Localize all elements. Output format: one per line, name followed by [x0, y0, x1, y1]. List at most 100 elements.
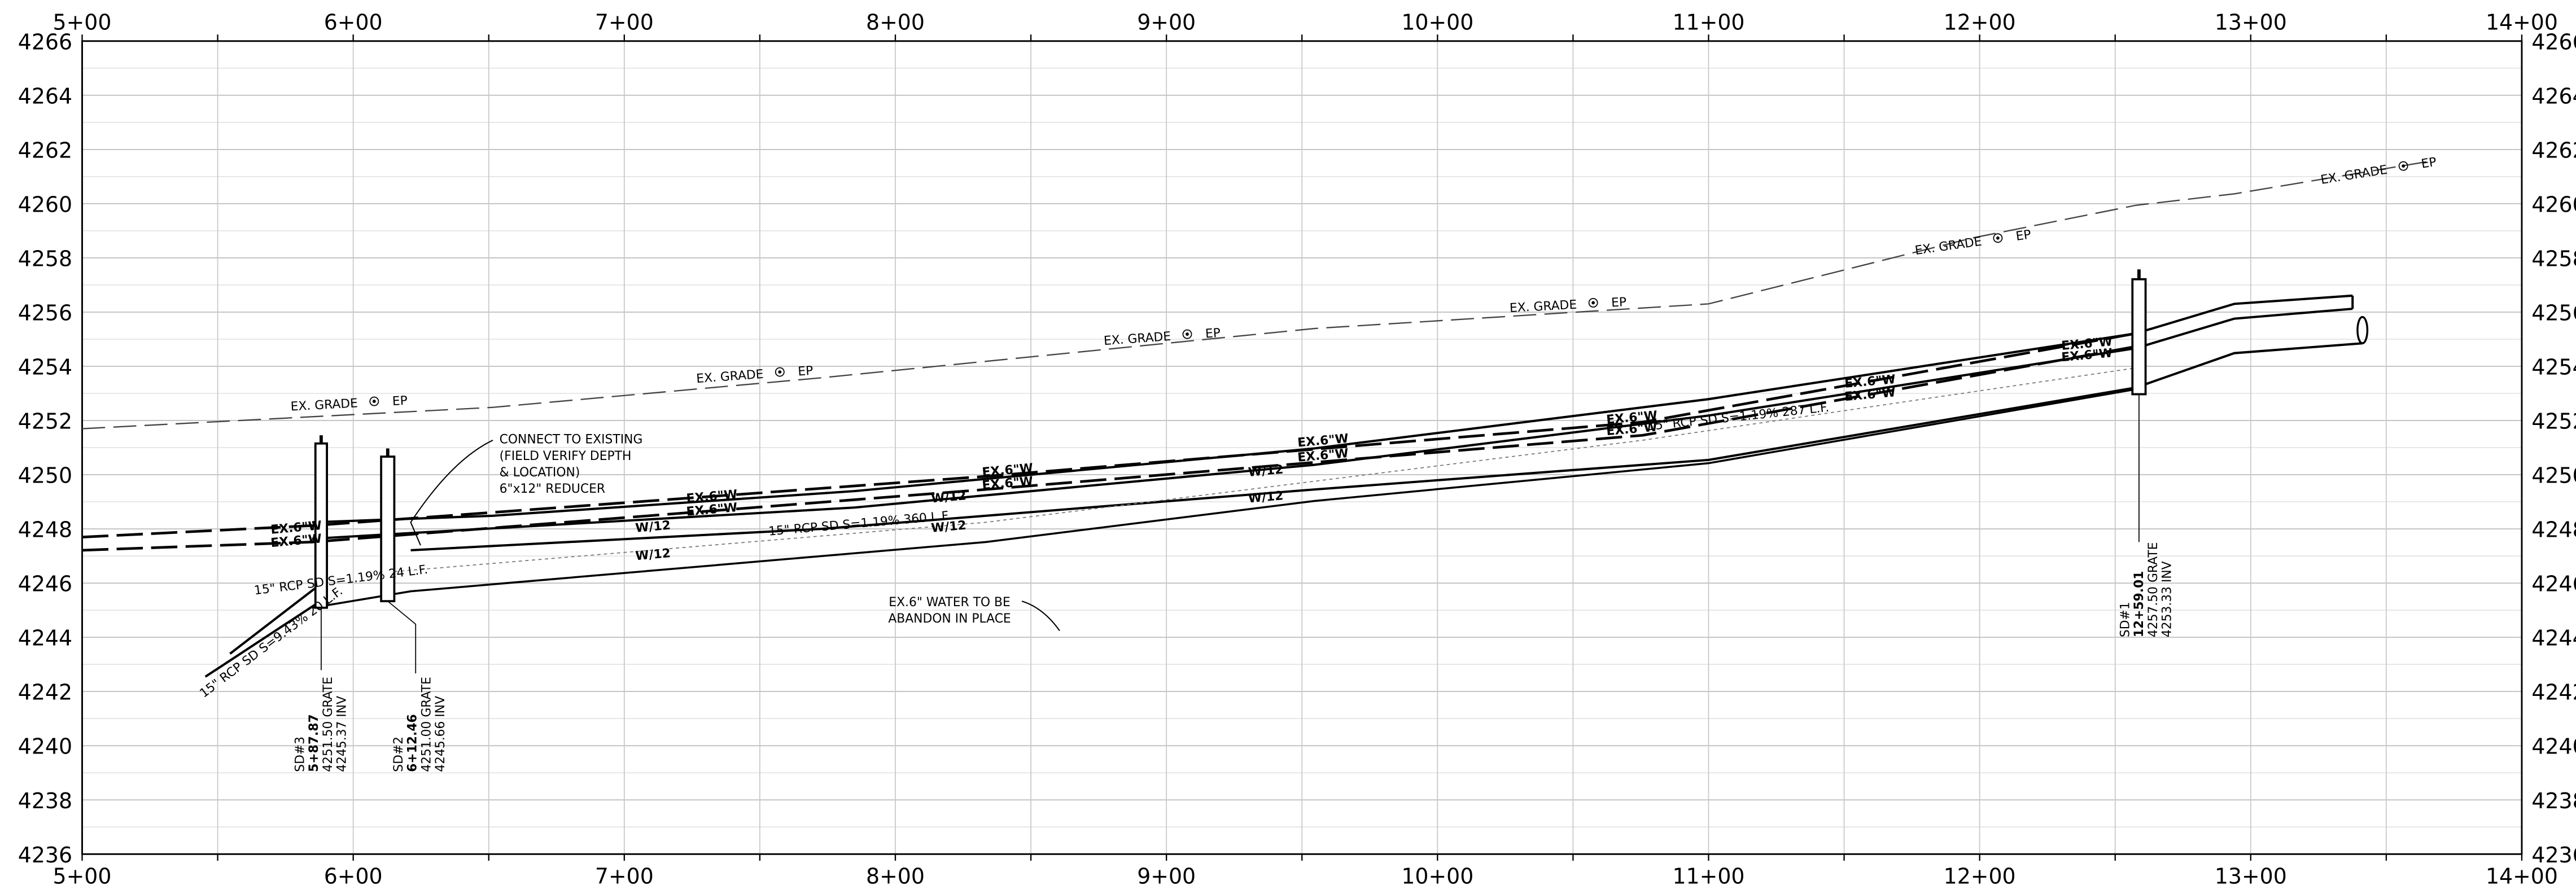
main-label: W/12: [635, 519, 671, 536]
note: EX.6" WATER TO BE: [889, 595, 1010, 610]
station-label: 5+00: [53, 10, 112, 34]
station-label: 6+00: [324, 864, 383, 885]
structure-sd1: [2131, 278, 2147, 396]
elevation-label: 4266: [2531, 29, 2576, 54]
grade-symbol: [1591, 301, 1595, 305]
elevation-label: 4254: [2531, 355, 2576, 380]
elevation-label: 4256: [18, 300, 72, 325]
station-label: 7+00: [595, 864, 654, 885]
structure-inv: 4253.33 INV: [2160, 561, 2175, 637]
station-label: 13+00: [2215, 864, 2287, 885]
elevation-label: 4260: [2531, 192, 2576, 217]
grade-symbol: [2402, 164, 2406, 168]
main-label: W/12: [1248, 489, 1284, 506]
station-label: 6+00: [324, 10, 383, 34]
grade-symbol: [369, 396, 379, 406]
grade-symbol: [372, 400, 376, 403]
note: CONNECT TO EXISTING: [500, 433, 643, 447]
grade-text: EX. GRADE: [1509, 298, 1577, 316]
elevation-label: 4246: [18, 572, 72, 597]
elevation-label: 4252: [18, 409, 72, 434]
station-label: 12+00: [1944, 864, 2016, 885]
grade-symbol: [775, 367, 785, 377]
grade-point: EP: [1611, 295, 1627, 310]
structure-name: SD#1: [2118, 602, 2132, 637]
ex-water-line: [82, 332, 2136, 538]
water-main: [410, 342, 2363, 551]
structure-station: 12+59.01: [2132, 571, 2146, 637]
station-label: 9+00: [1137, 864, 1196, 885]
leader: [387, 601, 417, 674]
elevation-label: 4236: [18, 843, 72, 868]
elevation-label: 4242: [2531, 680, 2576, 705]
grade-symbol: [1996, 236, 2000, 240]
elevation-label: 4252: [2531, 409, 2576, 434]
elevation-label: 4264: [2531, 84, 2576, 108]
elevation-label: 4264: [18, 84, 72, 108]
elevation-label: 4250: [2531, 463, 2576, 488]
grade-symbol: [778, 370, 782, 374]
structure-name: SD#2: [392, 737, 406, 772]
station-label: 12+00: [1944, 10, 2016, 34]
structure-inv: 4245.37 INV: [335, 696, 349, 772]
station-label: 8+00: [866, 864, 925, 885]
station-label: 13+00: [2215, 10, 2287, 34]
elevation-label: 4244: [2531, 626, 2576, 651]
elevation-label: 4258: [2531, 246, 2576, 271]
profile-lines: [82, 160, 2432, 678]
pipe-end: [2356, 316, 2369, 344]
water-main: [312, 308, 2353, 540]
storm-pipe: [229, 587, 316, 655]
main-label: W/12: [930, 519, 966, 536]
main-label: W/12: [930, 489, 966, 506]
pipe-centerline: [394, 367, 2136, 572]
elevation-label: 4258: [18, 246, 72, 271]
elevation-label: 4266: [18, 29, 72, 54]
elevation-label: 4240: [18, 734, 72, 759]
elevation-label: 4236: [2531, 843, 2576, 868]
elevation-label: 4246: [2531, 572, 2576, 597]
elevation-label: 4254: [18, 355, 72, 380]
elevation-label: 4262: [18, 138, 72, 163]
grade-symbol: [2398, 161, 2408, 171]
grade-symbol: [1588, 298, 1598, 308]
station-label: 5+00: [53, 864, 112, 885]
station-label: 11+00: [1672, 10, 1744, 34]
note: & LOCATION): [500, 466, 580, 480]
structure-station: 5+87.87: [307, 714, 321, 772]
main-label: W/12: [635, 546, 671, 563]
station-label: 7+00: [595, 10, 654, 34]
elevation-label: 4240: [2531, 734, 2576, 759]
elevation-label: 4242: [18, 680, 72, 705]
grade-point: EP: [2015, 227, 2032, 244]
elevation-label: 4238: [18, 788, 72, 813]
station-label: 14+00: [2486, 10, 2558, 34]
grade-symbol: [1182, 329, 1192, 339]
station-label: 9+00: [1137, 10, 1196, 34]
note: (FIELD VERIFY DEPTH: [500, 449, 632, 463]
grade-symbol: [1993, 233, 2003, 243]
station-label: 8+00: [866, 10, 925, 34]
structure-grate: 4257.50 GRATE: [2146, 542, 2160, 637]
note: ABANDON IN PLACE: [888, 612, 1011, 626]
grade-point: EP: [798, 364, 814, 379]
station-label: 10+00: [1401, 10, 1473, 34]
structure-station: 6+12.46: [406, 714, 420, 772]
grade-point: EP: [392, 394, 408, 409]
ex-water-line: [82, 345, 2136, 552]
storm-pipe: [204, 603, 316, 678]
station-label: 10+00: [1401, 864, 1473, 885]
elevation-label: 4256: [2531, 300, 2576, 325]
elevation-label: 4248: [2531, 518, 2576, 542]
grade-symbol: [1186, 332, 1189, 336]
elevation-label: 4238: [2531, 788, 2576, 813]
grade-label: EX. GRADE EP: [290, 394, 408, 414]
leader: [1021, 601, 1060, 632]
structure-grate: 4251.50 GRATE: [321, 677, 335, 772]
structure-name: SD#3: [293, 737, 307, 772]
station-label: 14+00: [2486, 864, 2558, 885]
elevation-label: 4250: [18, 463, 72, 488]
